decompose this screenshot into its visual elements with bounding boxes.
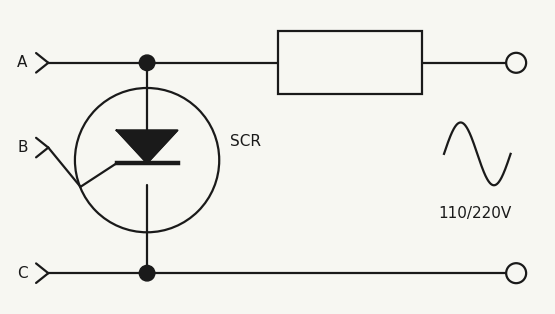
Text: SCR: SCR — [230, 134, 261, 149]
Text: C: C — [17, 266, 28, 281]
Text: B: B — [17, 140, 28, 155]
Bar — [278, 31, 422, 94]
Ellipse shape — [139, 55, 155, 71]
Polygon shape — [117, 130, 178, 163]
Ellipse shape — [506, 53, 526, 73]
Text: 110/220V: 110/220V — [438, 206, 511, 221]
Ellipse shape — [506, 263, 526, 283]
Ellipse shape — [139, 265, 155, 281]
Text: A: A — [17, 55, 28, 70]
Text: CARGA: CARGA — [320, 55, 379, 70]
